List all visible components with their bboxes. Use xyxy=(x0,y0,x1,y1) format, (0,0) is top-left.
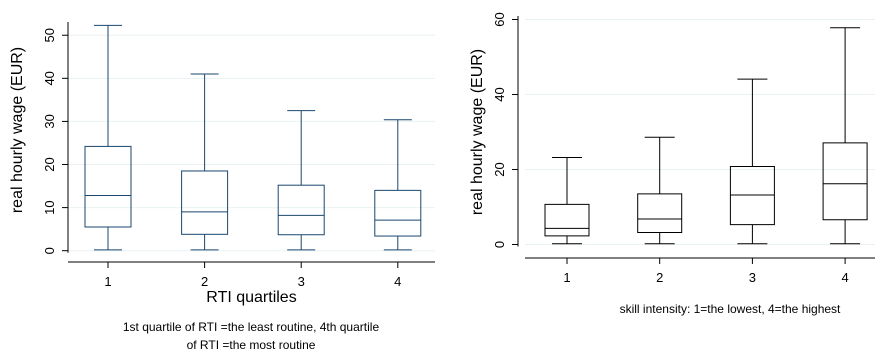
y-tick-label: 10 xyxy=(42,200,57,214)
box-plot-2 xyxy=(637,136,683,245)
box-plot-1 xyxy=(544,157,590,245)
box-plot-3 xyxy=(729,78,775,245)
box-iqr xyxy=(277,184,325,236)
y-axis-label: real hourly wage (EUR) xyxy=(9,47,26,213)
x-tick-label: 4 xyxy=(841,270,848,285)
x-tick-label: 1 xyxy=(104,274,111,289)
chart-panel-2: 0 20 40 60 1 2 3 4 real hourly wage (EUR) skill i… xyxy=(469,12,875,316)
box-iqr xyxy=(84,145,132,228)
box-plot-1 xyxy=(84,24,132,251)
chart-panel-1: 0 10 20 30 40 50 1 2 3 4 real hourly wage (EUR) RTI… xyxy=(9,22,435,352)
y-tick-label: 60 xyxy=(492,12,507,26)
y-tick-label: 40 xyxy=(42,71,57,85)
chart-note: skill intensity: 1=the lowest, 4=the hig… xyxy=(620,302,841,316)
box-iqr xyxy=(729,166,775,226)
y-axis-label: real hourly wage (EUR) xyxy=(469,49,486,215)
box-iqr xyxy=(181,170,229,235)
y-tick-label: 0 xyxy=(492,241,507,248)
y-tick-label: 40 xyxy=(492,87,507,101)
box-iqr xyxy=(544,203,590,237)
x-tick-label: 4 xyxy=(394,274,401,289)
x-tick-label: 3 xyxy=(298,274,305,289)
y-tick-label: 50 xyxy=(42,28,57,42)
y-tick-label: 30 xyxy=(42,114,57,128)
box-iqr xyxy=(822,142,868,221)
x-tick-label: 2 xyxy=(201,274,208,289)
box-iqr xyxy=(637,193,683,233)
box-plot-4 xyxy=(374,119,422,251)
y-tick-label: 20 xyxy=(492,162,507,176)
chart-note: of RTI =the most routine xyxy=(187,338,316,352)
chart-note: 1st quartile of RTI =the least routine, … xyxy=(123,320,380,334)
box-iqr xyxy=(374,189,422,237)
y-tick-label: 20 xyxy=(42,157,57,171)
x-tick-label: 1 xyxy=(563,270,570,285)
x-tick-label: 3 xyxy=(749,270,756,285)
x-tick-label: 2 xyxy=(656,270,663,285)
box-plot-4 xyxy=(822,27,868,245)
box-plot-2 xyxy=(181,73,229,251)
y-tick-label: 0 xyxy=(42,247,57,254)
x-axis-label: RTI quartiles xyxy=(206,289,296,306)
box-plot-3 xyxy=(277,110,325,251)
